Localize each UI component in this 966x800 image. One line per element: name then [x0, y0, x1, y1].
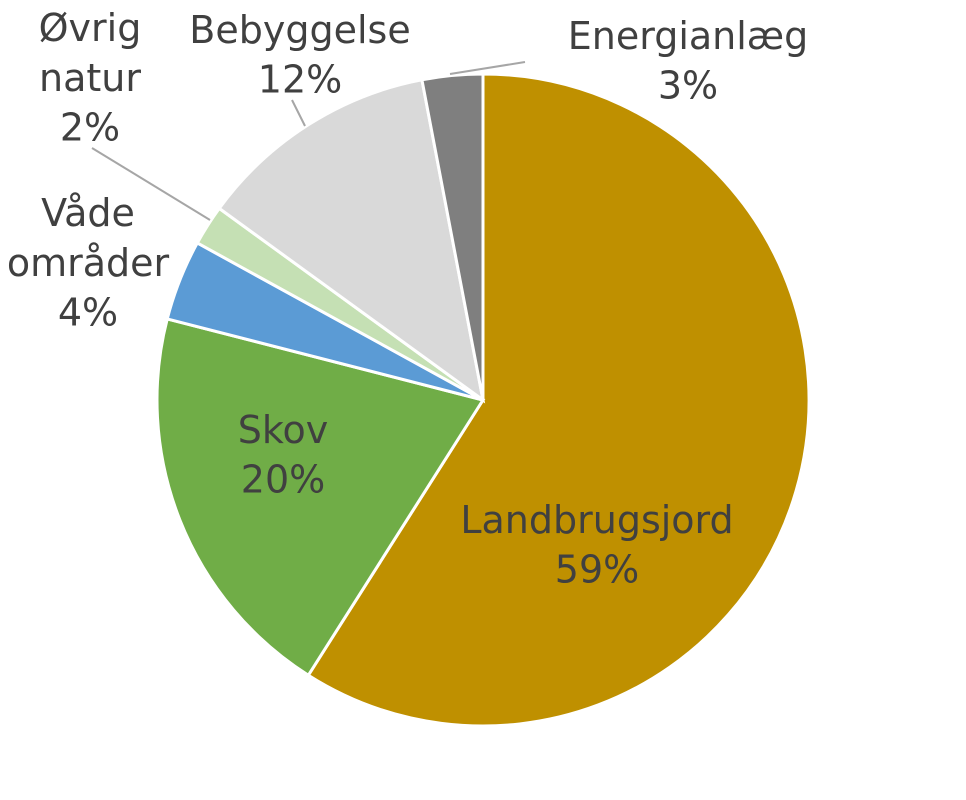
leader-line [291, 99, 306, 127]
label-line: Våde [41, 191, 135, 235]
label-line: Øvrig [39, 6, 142, 50]
leader-line [91, 147, 211, 221]
label-line: Bebyggelse [189, 8, 410, 52]
value-label: 59% [555, 548, 639, 592]
value-label: 4% [58, 291, 118, 335]
value-label: 3% [658, 64, 718, 108]
category-label: Landbrugsjord [460, 498, 733, 542]
category-label: Våde områder [7, 191, 170, 285]
value-label: 2% [60, 106, 120, 150]
label-line: Energianlæg [568, 14, 808, 58]
category-label: Skov [238, 408, 329, 452]
category-label: Øvrig natur [39, 6, 142, 100]
label-line: Skov [238, 408, 329, 452]
pie-slice [420, 72, 485, 401]
category-label: Energianlæg [568, 14, 808, 58]
label-line: Landbrugsjord [460, 498, 733, 542]
leader-line [449, 61, 526, 75]
label-line: områder [7, 241, 170, 285]
value-label: 20% [241, 458, 325, 502]
pie-slice [217, 78, 486, 404]
category-label: Bebyggelse [189, 8, 410, 52]
pie-slice [155, 317, 486, 678]
pie-slice [306, 72, 811, 728]
value-label: 12% [258, 58, 342, 102]
label-line: natur [39, 56, 141, 100]
